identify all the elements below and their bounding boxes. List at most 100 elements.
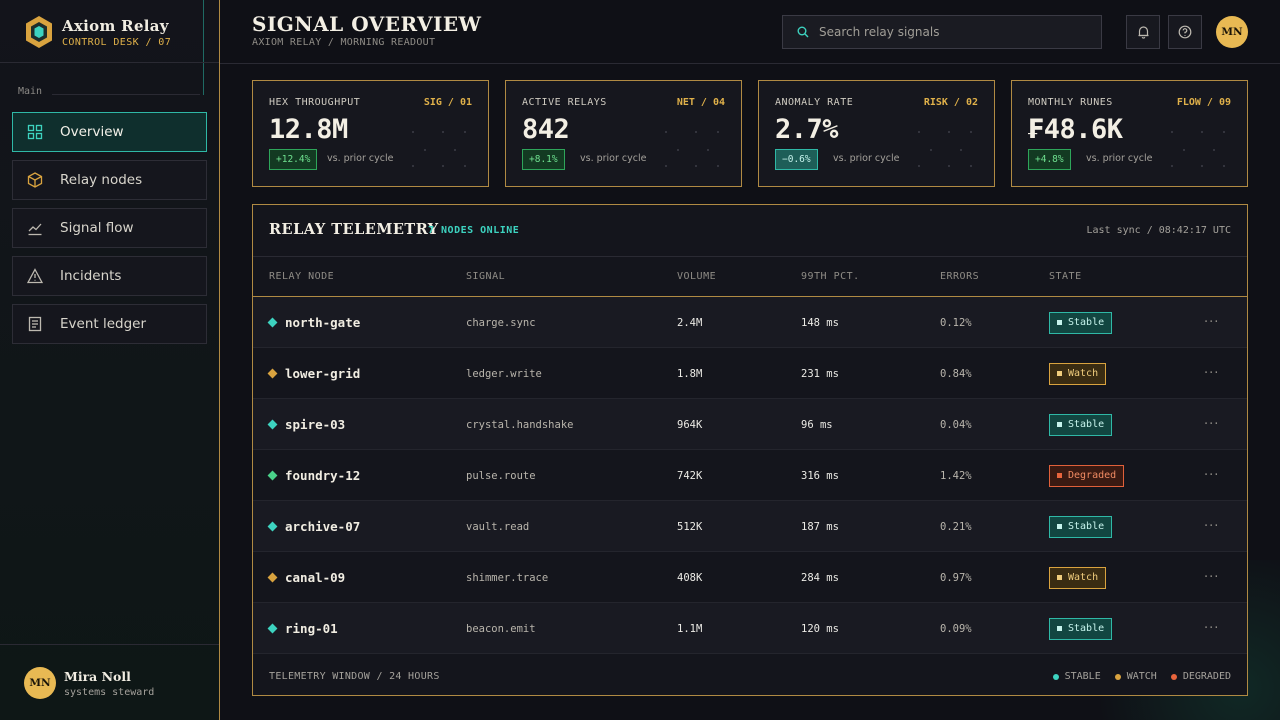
relay-node-name: ring-01 (285, 621, 338, 636)
sidebar-item-overview[interactable]: Overview (12, 112, 207, 152)
brand[interactable]: Axiom Relay CONTROL DESK / 07 (24, 14, 171, 50)
kpi-card[interactable]: MONTHLY RUNES FLOW / 09 ₣48.6K +4.8% vs.… (1011, 80, 1248, 187)
diamond-icon (267, 623, 278, 634)
texture-dot (707, 149, 709, 151)
table-row[interactable]: ring-01 beacon.emit 1.1M 120 ms 0.09% Stable ·… (253, 603, 1247, 654)
diamond-icon (267, 419, 278, 430)
sidebar-item-event-ledger[interactable]: Event ledger (12, 304, 207, 344)
volume-cell: 2.4M (677, 316, 703, 329)
column-header[interactable]: SIGNAL (466, 271, 506, 282)
brand-name: Axiom Relay (62, 16, 169, 35)
relay-node-cell: ring-01 (267, 603, 338, 654)
kpi-tag: FLOW / 09 (1176, 97, 1231, 108)
relay-node-cell: archive-07 (267, 501, 360, 552)
search-input[interactable] (819, 25, 1089, 39)
state-legend: STABLE WATCH DEGRADED (1039, 671, 1231, 682)
column-header[interactable]: ERRORS (940, 271, 980, 282)
more-actions-icon[interactable]: ··· (1204, 417, 1220, 432)
status-square-icon (1057, 626, 1062, 631)
texture-dot (717, 165, 719, 167)
texture-dot (948, 165, 950, 167)
more-actions-icon[interactable]: ··· (1204, 315, 1220, 330)
status-badge: Watch (1049, 362, 1107, 385)
errors-cell: 0.84% (940, 367, 972, 380)
kpi-tag: SIG / 01 (423, 97, 472, 108)
latency-cell: 187 ms (801, 520, 839, 533)
legend-label: DEGRADED (1182, 671, 1231, 682)
state-cell: Stable (1049, 297, 1113, 348)
more-actions-icon[interactable]: ··· (1204, 366, 1220, 381)
diamond-icon (267, 572, 278, 583)
sidebar-item-incidents[interactable]: Incidents (12, 256, 207, 296)
texture-dot (717, 131, 719, 133)
dot-texture (655, 127, 725, 167)
more-actions-icon[interactable]: ··· (1204, 468, 1220, 483)
status-badge: Stable (1049, 617, 1113, 640)
search-icon (797, 26, 809, 38)
help-button[interactable] (1168, 15, 1202, 49)
more-actions-icon[interactable]: ··· (1204, 519, 1220, 534)
notifications-button[interactable] (1126, 15, 1160, 49)
sidebar-item-relay-nodes[interactable]: Relay nodes (12, 160, 207, 200)
table-row[interactable]: lower-grid ledger.write 1.8M 231 ms 0.84% Wat… (253, 348, 1247, 399)
errors-cell: 0.09% (940, 622, 972, 635)
kpi-value: 12.8M (269, 114, 348, 145)
table-row[interactable]: spire-03 crystal.handshake 964K 96 ms 0.04% S… (253, 399, 1247, 450)
state-cell: Watch (1049, 348, 1107, 399)
texture-dot (948, 131, 950, 133)
dot-texture (402, 127, 472, 167)
kpi-card[interactable]: HEX THROUGHPUT SIG / 01 12.8M +12.4% vs.… (252, 80, 489, 187)
kpi-card[interactable]: ACTIVE RELAYS NET / 04 842 +8.1% vs. pri… (505, 80, 742, 187)
table-row[interactable]: north-gate charge.sync 2.4M 148 ms 0.12% Stab… (253, 297, 1247, 348)
divider (253, 296, 1247, 297)
texture-dot (442, 131, 444, 133)
status-label: Watch (1068, 368, 1099, 379)
latency-cell: 316 ms (801, 469, 839, 482)
avatar[interactable]: MN (1216, 16, 1248, 48)
column-header[interactable]: STATE (1049, 271, 1082, 282)
more-actions-icon[interactable]: ··· (1204, 570, 1220, 585)
telemetry-window: TELEMETRY WINDOW / 24 HOURS (269, 671, 440, 682)
texture-dot (677, 149, 679, 151)
kpi-label: ANOMALY RATE (775, 97, 854, 108)
column-header[interactable]: VOLUME (677, 271, 717, 282)
status-label: Stable (1068, 419, 1105, 430)
texture-dot (1223, 165, 1225, 167)
more-actions-icon[interactable]: ··· (1204, 621, 1220, 636)
state-cell: Stable (1049, 501, 1113, 552)
table-row[interactable]: canal-09 shimmer.trace 408K 284 ms 0.97% Watc… (253, 552, 1247, 603)
kpi-delta-badge: +8.1% (522, 149, 565, 170)
divider (52, 94, 200, 95)
volume-cell: 1.8M (677, 367, 703, 380)
errors-cell: 0.97% (940, 571, 972, 584)
errors-cell: 0.12% (940, 316, 972, 329)
sidebar-item-signal-flow[interactable]: Signal flow (12, 208, 207, 248)
kpi-tag: RISK / 02 (923, 97, 978, 108)
column-header[interactable]: 99TH PCT. (801, 271, 860, 282)
state-cell: Stable (1049, 603, 1113, 654)
search-box[interactable] (782, 15, 1102, 49)
table-row[interactable]: foundry-12 pulse.route 742K 316 ms 1.42% Degr… (253, 450, 1247, 501)
user-role: systems steward (64, 686, 155, 698)
texture-dot (970, 131, 972, 133)
user-profile[interactable]: MN Mira Noll systems steward (24, 667, 154, 699)
column-header[interactable]: RELAY NODE (269, 271, 335, 282)
last-sync: Last sync / 08:42:17 UTC (1086, 225, 1232, 236)
kpi-tag: NET / 04 (676, 97, 725, 108)
relay-node-name: north-gate (285, 315, 361, 330)
kpi-card[interactable]: ANOMALY RATE RISK / 02 2.7% −0.6% vs. pr… (758, 80, 995, 187)
sidebar-item-label: Relay nodes (60, 172, 143, 188)
legend-label: WATCH (1126, 671, 1157, 682)
texture-dot (464, 131, 466, 133)
document-icon (28, 316, 42, 332)
texture-dot (1223, 131, 1225, 133)
table-row[interactable]: archive-07 vault.read 512K 187 ms 0.21% Stabl… (253, 501, 1247, 552)
volume-cell: 512K (677, 520, 703, 533)
legend-dot-degraded (1170, 673, 1177, 680)
help-icon (1178, 25, 1192, 39)
relay-node-cell: lower-grid (267, 348, 360, 399)
texture-dot (970, 165, 972, 167)
status-square-icon (1057, 473, 1062, 478)
diamond-icon (267, 317, 278, 328)
relay-node-cell: canal-09 (267, 552, 345, 603)
